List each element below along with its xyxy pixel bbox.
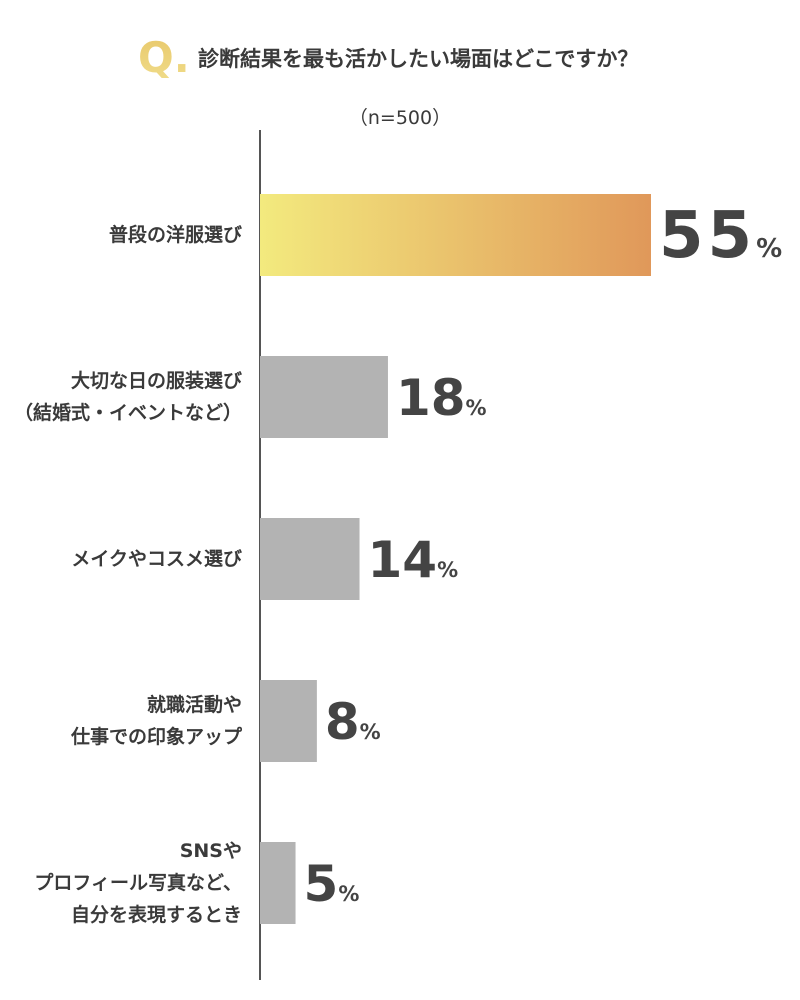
value-label: 8%	[325, 693, 381, 751]
chart-subtitle: （n=500）	[349, 107, 451, 129]
category-label: 大切な日の服装選び （結婚式・イベントなど）	[13, 370, 242, 424]
category-label: SNSや プロフィール写真など、 自分を表現するとき	[34, 840, 242, 926]
bar	[260, 680, 317, 762]
bar	[260, 518, 360, 600]
bar	[260, 842, 296, 924]
value-label: 14%	[368, 531, 459, 589]
bar	[260, 356, 388, 438]
category-label: 普段の洋服選び	[108, 224, 242, 246]
value-label: 5%	[304, 855, 360, 913]
value-label: 55%	[659, 199, 782, 273]
chart-title: 診断結果を最も活かしたい場面はどこですか？	[198, 47, 638, 71]
category-label: 就職活動や 仕事での印象アップ	[70, 694, 242, 748]
value-label: 18%	[396, 369, 487, 427]
category-label: メイクやコスメ選び	[71, 548, 242, 570]
question-marker: Q.	[138, 33, 190, 82]
bar	[260, 194, 651, 276]
